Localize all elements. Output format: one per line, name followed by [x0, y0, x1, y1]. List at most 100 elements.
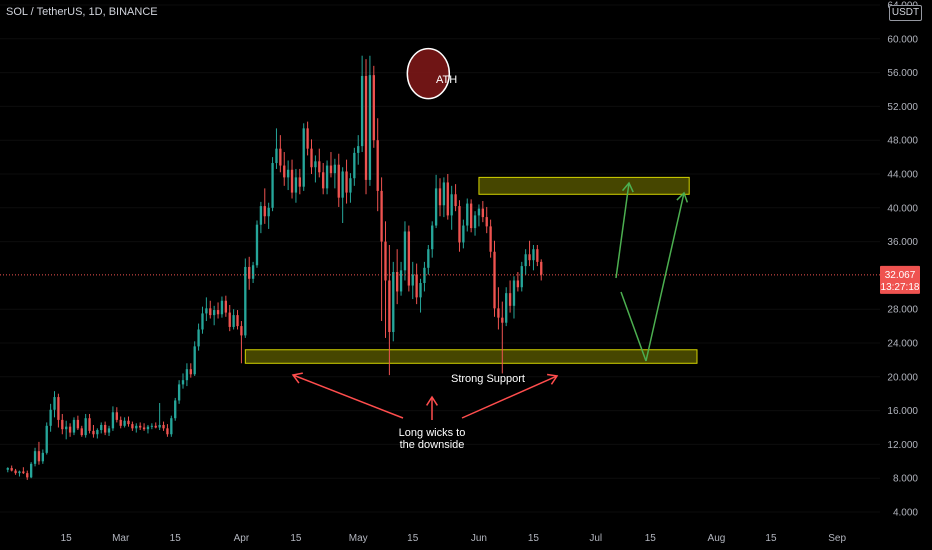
candle — [244, 258, 247, 338]
candle — [481, 201, 484, 223]
candle-body — [481, 208, 484, 218]
candle — [181, 373, 185, 389]
candle — [146, 424, 150, 434]
candle — [57, 393, 60, 428]
candle — [166, 424, 169, 437]
time-tick-label: Jul — [589, 533, 602, 544]
zone-support — [244, 349, 698, 364]
candle-body — [154, 425, 157, 428]
time-tick-label: Aug — [708, 533, 726, 544]
candle-body — [501, 317, 504, 323]
candle-body — [442, 182, 446, 206]
candle — [111, 406, 115, 431]
candle-body — [528, 254, 531, 261]
candle-body — [205, 308, 208, 314]
green-arrow-3-head — [676, 191, 689, 203]
candle — [127, 416, 130, 427]
time-tick-label: Apr — [234, 533, 250, 544]
candle-body — [345, 171, 348, 193]
candle — [516, 272, 520, 292]
candle — [45, 422, 48, 455]
green-arrow-1 — [615, 182, 630, 279]
candle-body — [96, 430, 99, 435]
candle-body — [216, 310, 220, 315]
candle — [427, 244, 430, 275]
candle-body — [6, 468, 9, 470]
candle-body — [353, 152, 356, 179]
candle — [150, 423, 154, 430]
candle — [325, 160, 329, 195]
candle — [123, 417, 126, 428]
zone-resistance — [478, 176, 690, 195]
candle — [497, 287, 500, 330]
candle-body — [399, 270, 403, 292]
candle — [135, 423, 138, 433]
candle — [485, 206, 488, 234]
price-tick-label: 60.000 — [887, 34, 918, 45]
candle — [18, 470, 21, 477]
candle — [174, 397, 177, 421]
price-tick-label: 4.000 — [893, 508, 918, 519]
candle-body — [271, 163, 274, 208]
candle — [220, 296, 224, 318]
ath-circle — [406, 47, 451, 100]
candle-body — [100, 424, 103, 431]
candle-body — [388, 280, 391, 333]
candle — [271, 157, 274, 212]
candle — [423, 261, 426, 292]
candle-body — [57, 397, 60, 420]
candle — [450, 185, 453, 230]
candle — [528, 240, 531, 267]
candle — [318, 148, 321, 178]
candle-body — [142, 427, 146, 430]
candle-body — [380, 190, 383, 242]
time-axis[interactable]: 15 Mar 15 Apr 15 May 15 Jun 15 Jul 15 Aug 15 Sep — [61, 533, 847, 544]
candle — [185, 363, 189, 387]
currency-button[interactable]: USDT — [889, 5, 922, 21]
candle — [501, 301, 504, 374]
candle — [333, 158, 337, 189]
candle — [403, 221, 407, 281]
candle-body — [248, 266, 251, 279]
price-tick-label: 12.000 — [887, 440, 918, 451]
candle — [384, 221, 387, 338]
candle-body — [170, 418, 173, 435]
candle — [162, 421, 165, 431]
candle — [22, 467, 25, 474]
candle-body — [255, 224, 259, 266]
candle — [100, 422, 103, 434]
candle-body — [37, 451, 41, 462]
candle-body — [158, 424, 161, 428]
candle — [469, 199, 473, 233]
candle — [419, 278, 422, 313]
candle-body — [407, 231, 411, 286]
candle-body — [427, 249, 430, 268]
candle-body — [314, 161, 317, 168]
candle-body — [84, 418, 87, 436]
green-arrow-3 — [645, 192, 685, 362]
candle — [298, 168, 301, 195]
price-tick-label: 24.000 — [887, 339, 918, 350]
candle-body — [450, 194, 453, 216]
candle-body — [489, 226, 492, 252]
candle — [53, 391, 56, 418]
candle — [88, 413, 91, 434]
ath-label: ATH — [436, 74, 457, 86]
candle — [61, 413, 64, 435]
candle-body — [536, 249, 539, 262]
candle-body — [166, 428, 169, 435]
candle-body — [286, 169, 290, 178]
candle-body — [115, 412, 118, 420]
candle-body — [333, 164, 337, 174]
candle — [158, 402, 161, 431]
candle-body — [329, 165, 333, 174]
candle-body — [228, 312, 231, 327]
candle — [283, 152, 286, 186]
candle-body — [283, 165, 286, 178]
candle-body — [240, 326, 243, 336]
time-tick-label: 15 — [765, 533, 777, 544]
candle — [446, 174, 449, 220]
candle — [462, 219, 465, 249]
